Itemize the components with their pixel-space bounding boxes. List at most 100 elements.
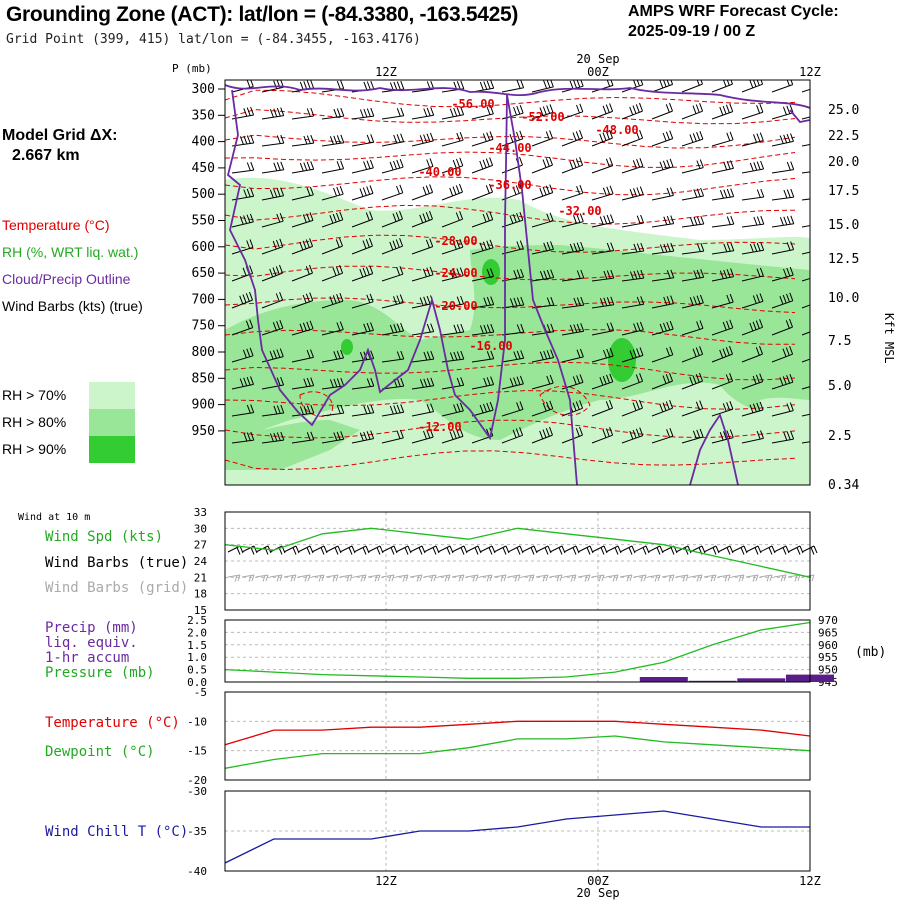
wind-barb [531, 184, 554, 201]
wind-barb [501, 401, 524, 417]
y-tick-label: -10 [187, 715, 207, 728]
wind-barb [591, 103, 614, 120]
wind-barb-true [423, 545, 440, 555]
wind-barb-true [311, 545, 328, 555]
wind-barb [741, 242, 765, 255]
wind-barb [681, 215, 705, 228]
wind-barb [381, 350, 405, 363]
wind-barb [531, 80, 554, 93]
wind-barb [501, 105, 524, 120]
dewpoint-series-label: Dewpoint (°C) [45, 744, 155, 760]
wind-barb-grid [591, 574, 605, 582]
wind-barb-grid [325, 574, 339, 582]
wind-barb [681, 400, 704, 417]
wind-barb-true [395, 545, 412, 555]
wind-barb [561, 348, 584, 363]
wind-barb [291, 264, 313, 282]
height-tick-label: 20.0 [828, 155, 859, 170]
wind-barb [441, 80, 465, 93]
wind-barb [351, 293, 374, 309]
wind-barb [531, 130, 554, 147]
wind-barb [351, 404, 375, 417]
windchill-panel-frame [224, 790, 811, 872]
wind-barb [471, 157, 494, 174]
wind-barb [651, 158, 674, 174]
height-tick-label: 7.5 [828, 334, 851, 349]
temperature-contour-labels: -56.00 -52.00 -48.00 -44.00 -40.00 -36.00 -32.… [418, 97, 638, 434]
wind-barb [531, 349, 555, 363]
legend-rh80-swatch [89, 409, 135, 436]
wind-barb [801, 304, 810, 309]
y-right-tick-label: 965 [818, 626, 838, 639]
wind-barb [351, 322, 374, 336]
wind-barb [471, 239, 494, 255]
wind-barb-true [507, 545, 524, 555]
wind-barb [561, 157, 584, 174]
wind-barb-grid [633, 574, 647, 582]
page-title: Grounding Zone (ACT): lat/lon = (-84.338… [6, 3, 519, 26]
wind-barbs-grid-row [227, 574, 815, 582]
legend-rh70-swatch [89, 382, 135, 409]
legend-wind-barbs: Wind Barbs (kts) (true) [2, 298, 143, 314]
wind-barb [531, 374, 554, 390]
wind-barb [561, 185, 584, 201]
wind-barb [291, 377, 315, 390]
temperature-contour-label: -24.00 [434, 266, 477, 280]
wind-barb [231, 213, 254, 228]
wind-barb-true [717, 545, 734, 555]
temperature-contour-label: -52.00 [521, 110, 564, 124]
wind-barb [231, 404, 255, 417]
temperature-line [224, 720, 811, 746]
wind-barb [321, 160, 345, 174]
wind-barb-grid [353, 574, 367, 582]
wind-barb [621, 269, 645, 282]
wind-barb [291, 134, 315, 147]
height-tick-label: 10.0 [828, 291, 859, 306]
wind-barb [321, 377, 345, 390]
wind-barb [231, 291, 253, 309]
wind-barb [621, 321, 644, 336]
y-tick-label: 2.5 [187, 614, 207, 627]
wind-barb-true [703, 545, 720, 555]
wind-barb [381, 429, 404, 444]
wind-barb-grid [675, 574, 689, 582]
wind-barb [411, 210, 433, 228]
wind-barb [321, 321, 344, 336]
wind-barb [711, 293, 734, 309]
wind-barb [411, 132, 434, 147]
wind-barb-true [465, 545, 482, 555]
wind-barb [501, 268, 525, 282]
wind-barb-grid [647, 574, 661, 582]
wind-barb-grid [423, 574, 437, 582]
wind-barb [711, 242, 735, 255]
wind-10m-label: Wind at 10 m [18, 512, 90, 523]
legend-rh: RH (%, WRT liq. wat.) [2, 244, 139, 260]
wind-barb [291, 320, 314, 336]
wind-barb-true [549, 545, 566, 555]
wind-barb-grid [773, 574, 787, 582]
temp-panel-frame [224, 691, 811, 781]
wind-barb-grid [339, 574, 353, 582]
top-date-label: 20 Sep [576, 52, 619, 66]
temperature-contours [225, 89, 796, 471]
temperature-contour [539, 385, 591, 416]
wind-barb [681, 294, 704, 309]
wind-barb [771, 80, 794, 93]
wind-barb [261, 107, 285, 120]
y-tick-label: -15 [187, 745, 207, 758]
wind-barb-grid [731, 574, 745, 582]
wind-barb [441, 402, 464, 417]
wind-barb [321, 431, 345, 444]
wind-barb [681, 346, 704, 363]
wind-barbs-true-label: Wind Barbs (true) [45, 555, 188, 571]
height-tick-label: 25.0 [828, 103, 859, 118]
wind-barb [321, 265, 344, 282]
wind-barbs-profile [231, 80, 810, 444]
y-right-tick-label: 950 [818, 664, 838, 677]
wind-barb [471, 350, 495, 363]
wind-barb-grid [787, 574, 801, 582]
wind-barb-true [563, 545, 580, 555]
wind-barb-grid [409, 574, 423, 582]
wind-barb [651, 187, 674, 201]
precip-bar [688, 680, 737, 682]
